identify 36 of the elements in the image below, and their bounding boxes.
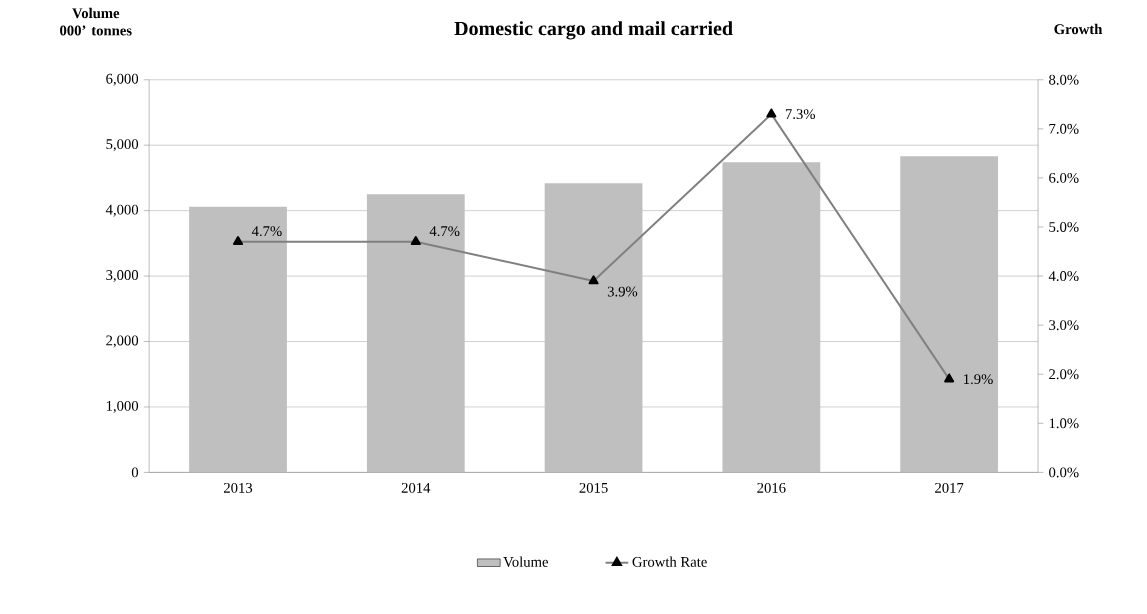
- x-tick-label: 2016: [757, 483, 786, 494]
- y2-tick-label: 2.0%: [1049, 369, 1079, 380]
- bar: [366, 194, 465, 473]
- bar: [722, 162, 821, 473]
- data-label: 7.3%: [785, 109, 816, 120]
- data-label: 4.7%: [251, 226, 282, 237]
- y-tick-label: 0: [131, 467, 139, 478]
- x-tick-label: 2013: [223, 483, 253, 494]
- y-tick-label: 6,000: [106, 74, 139, 87]
- y-tick-label: 2,000: [106, 335, 139, 348]
- y2-tick-label: 0.0%: [1049, 467, 1079, 478]
- y-axis-title: Volume 000’ tonnes: [60, 8, 132, 36]
- x-tick-label: 2017: [935, 483, 964, 494]
- chart-title: Domestic cargo and mail carried: [454, 21, 733, 40]
- data-label: 3.9%: [607, 286, 638, 297]
- y-tick-label: 1,000: [106, 401, 139, 414]
- y-tick-label: 3,000: [106, 270, 139, 283]
- data-label: 1.9%: [964, 374, 993, 385]
- y2-tick-label: 4.0%: [1048, 271, 1079, 282]
- legend-label: Volume: [503, 556, 549, 568]
- bar: [544, 183, 643, 473]
- y2-tick-label: 5.0%: [1049, 222, 1079, 233]
- bar: [900, 156, 999, 473]
- x-tick-label: 2014: [401, 483, 431, 494]
- bar: [189, 206, 287, 473]
- y2-tick-label: 3.0%: [1049, 320, 1079, 331]
- y2-axis-title: Growth: [1054, 24, 1103, 35]
- y2-tick-label: 7.0%: [1049, 124, 1079, 135]
- legend-label: Growth Rate: [632, 556, 707, 568]
- y-tick-label: 5,000: [106, 139, 139, 152]
- y2-tick-label: 6.0%: [1049, 173, 1079, 184]
- y2-tick-label: 8.0%: [1049, 75, 1079, 85]
- y-tick-label: 4,000: [105, 204, 139, 217]
- y2-tick-label: 1.0%: [1049, 418, 1079, 429]
- data-label: 4.7%: [429, 226, 460, 237]
- x-tick-label: 2015: [579, 483, 608, 494]
